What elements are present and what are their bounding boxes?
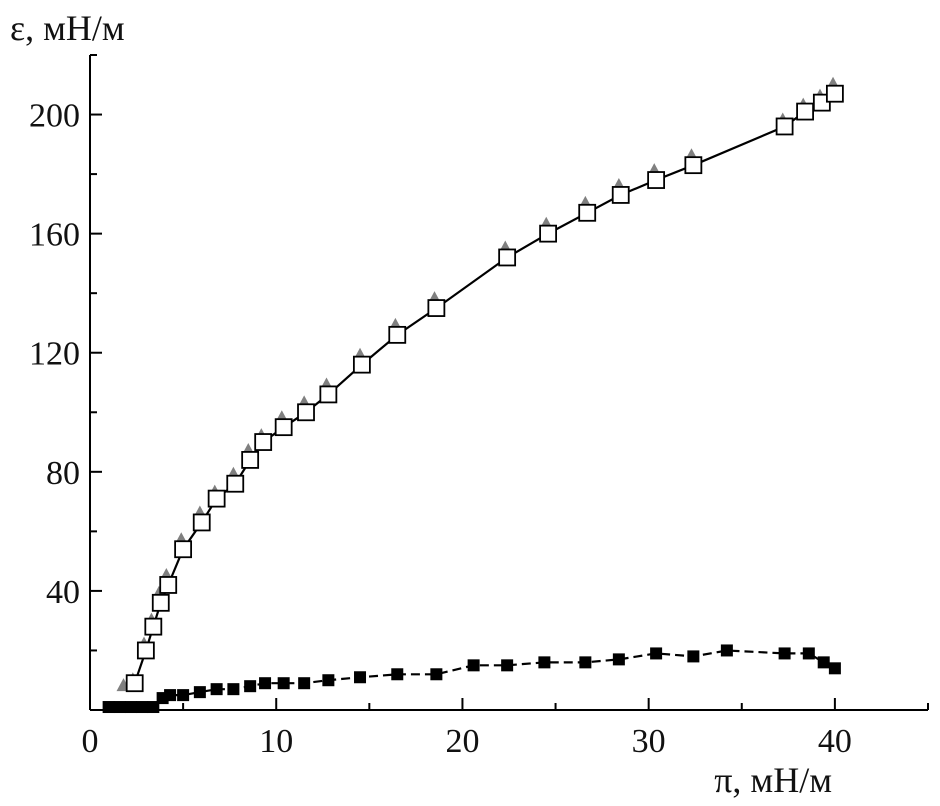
data-point-filled-square: [650, 647, 663, 660]
series-layer: [102, 76, 844, 714]
data-point-filled-square: [147, 701, 160, 714]
data-point-filled-square: [193, 686, 206, 699]
data-point-filled-square: [102, 701, 115, 714]
data-point-open-square: [274, 418, 293, 437]
data-point-open-square: [207, 489, 226, 508]
data-point-open-square: [825, 84, 844, 103]
data-point-filled-square: [259, 677, 272, 690]
data-point-open-square: [174, 540, 193, 559]
data-point-filled-square: [687, 650, 700, 663]
data-point-filled-square: [354, 671, 367, 684]
axes: [89, 54, 929, 711]
data-point-filled-square: [778, 647, 791, 660]
y-tick-label: 160: [29, 217, 80, 254]
data-point-filled-square: [227, 683, 240, 696]
data-point-open-square: [498, 248, 517, 267]
data-point-open-square: [144, 617, 163, 636]
data-point-filled-square: [177, 689, 190, 702]
data-point-filled-square: [113, 701, 126, 714]
data-point-open-square: [812, 93, 831, 112]
data-point-filled-square: [430, 668, 443, 681]
data-point-open-square: [647, 171, 666, 189]
series-open-square: [125, 84, 844, 693]
series-line-filled-square: [108, 649, 836, 709]
data-point-open-square: [226, 474, 245, 493]
data-point-open-square: [159, 576, 178, 594]
data-point-filled-square: [467, 659, 480, 672]
data-point-filled-square: [612, 653, 625, 666]
data-point-open-square: [319, 385, 338, 404]
data-point-open-square: [241, 451, 260, 469]
data-point-filled-square: [720, 644, 733, 657]
data-point-open-square: [254, 433, 273, 451]
data-point-open-square: [684, 156, 703, 175]
data-point-open-square: [775, 117, 794, 136]
y-tick-label: 200: [29, 98, 80, 135]
x-tick-label: 0: [82, 723, 99, 760]
series-filled-square: [102, 644, 841, 714]
data-point-open-square: [352, 355, 371, 374]
data-point-filled-square: [391, 668, 404, 681]
tick-labels: 0 10 20 30 40 40 80 120 160 200: [29, 98, 852, 760]
x-axis-title: π, мН/м: [714, 760, 832, 800]
data-point-filled-square: [802, 647, 815, 660]
y-tick-label: 80: [46, 455, 80, 492]
data-point-open-square: [136, 641, 155, 660]
y-tick-label: 120: [29, 336, 80, 373]
data-point-filled-square: [244, 680, 257, 693]
data-point-filled-square: [538, 656, 551, 669]
series-triangle: [116, 76, 841, 692]
data-point-filled-square: [817, 656, 830, 669]
data-point-filled-square: [322, 674, 335, 687]
data-point-open-square: [427, 299, 446, 317]
data-point-filled-square: [210, 683, 223, 696]
data-point-open-square: [611, 186, 630, 204]
series-line-open-square: [133, 92, 836, 684]
data-point-open-square: [388, 325, 407, 344]
y-axis-title: ε, мН/м: [10, 8, 125, 48]
data-point-open-square: [297, 403, 315, 422]
data-point-filled-square: [277, 677, 290, 690]
data-point-open-square: [125, 674, 144, 693]
data-point-open-square: [151, 593, 170, 612]
data-point-filled-square: [579, 656, 592, 669]
data-point-filled-square: [501, 659, 514, 672]
data-point-open-square: [192, 513, 211, 532]
y-tick-label: 40: [46, 574, 80, 611]
data-point-open-square: [578, 203, 597, 222]
data-point-open-square: [539, 224, 558, 243]
data-point-filled-square: [828, 662, 841, 675]
x-tick-label: 40: [818, 723, 852, 760]
data-point-filled-square: [124, 701, 137, 714]
data-point-filled-square: [136, 701, 149, 714]
x-tick-label: 20: [445, 723, 479, 760]
data-point-open-square: [796, 102, 814, 121]
data-point-filled-square: [164, 689, 177, 702]
x-tick-label: 30: [632, 723, 666, 760]
data-point-filled-square: [298, 677, 311, 690]
x-tick-label: 10: [259, 723, 293, 760]
